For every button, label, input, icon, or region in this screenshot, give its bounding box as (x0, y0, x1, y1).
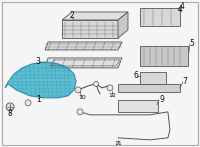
Bar (140, 8, 180, 26)
Text: 8: 8 (8, 109, 12, 118)
Circle shape (107, 85, 113, 91)
Bar (118, 84, 180, 92)
Text: 1: 1 (36, 95, 40, 104)
Text: 12: 12 (108, 93, 116, 98)
Text: 3: 3 (36, 57, 41, 66)
Circle shape (77, 109, 83, 115)
Bar (118, 100, 158, 112)
Text: 2: 2 (70, 11, 74, 20)
Text: 4: 4 (177, 5, 182, 15)
Polygon shape (118, 12, 128, 38)
Text: 5: 5 (189, 39, 194, 49)
Polygon shape (5, 62, 76, 98)
Polygon shape (45, 58, 122, 68)
Bar (140, 72, 166, 84)
Polygon shape (45, 42, 122, 50)
Text: 10: 10 (78, 95, 86, 100)
Circle shape (75, 87, 81, 93)
Circle shape (6, 103, 14, 111)
Text: 4: 4 (179, 2, 184, 11)
Bar (140, 46, 188, 66)
Circle shape (94, 81, 99, 86)
Text: 9: 9 (159, 95, 164, 104)
Text: 6: 6 (134, 71, 138, 80)
Text: 11: 11 (114, 141, 122, 146)
Circle shape (25, 100, 31, 106)
FancyBboxPatch shape (2, 2, 198, 145)
Polygon shape (62, 12, 128, 20)
Text: 7: 7 (182, 77, 187, 86)
Polygon shape (62, 20, 118, 38)
